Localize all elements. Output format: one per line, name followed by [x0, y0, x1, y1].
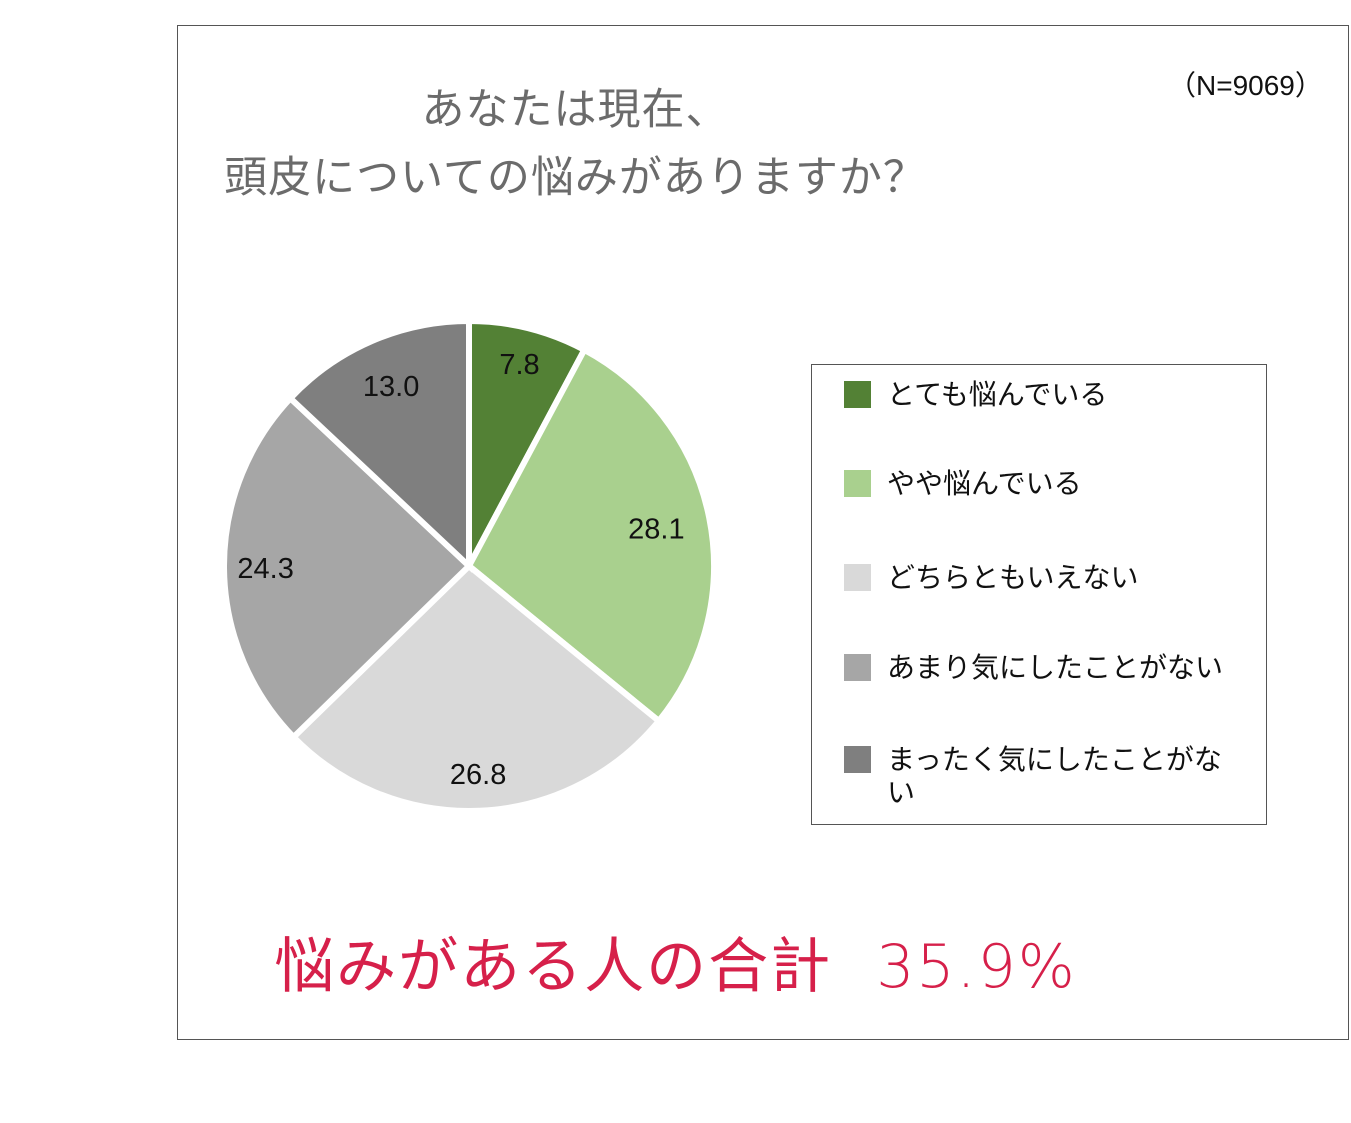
legend-label-5: まったく気にしたことがない	[887, 743, 1222, 809]
legend-swatch-1	[844, 381, 871, 408]
summary-total: 悩みがある人の合計 35.9%	[0, 918, 1351, 1005]
pie-slice-4	[221, 394, 474, 742]
legend-item-2: やや悩んでいる	[844, 467, 1257, 500]
legend-label-2: やや悩んでいる	[887, 467, 1082, 500]
legend-swatch-2	[844, 470, 871, 497]
pie-value-label-1: 7.8	[499, 349, 539, 381]
legend-swatch-4	[844, 654, 871, 681]
summary-value: 35.9%	[876, 932, 1077, 1002]
legend-item-3: どちらともいえない	[844, 561, 1257, 594]
legend-item-4: あまり気にしたことがない	[844, 651, 1257, 684]
chart-frame	[177, 25, 1349, 1040]
pie-value-label-4: 24.3	[237, 553, 293, 585]
legend-label-3: どちらともいえない	[887, 561, 1139, 594]
sample-size-label: （N=9069）	[1168, 70, 1323, 101]
legend-item-5: まったく気にしたことがない	[844, 743, 1247, 809]
pie-slice-1	[466, 317, 589, 568]
legend-label-4: あまり気にしたことがない	[887, 651, 1224, 684]
pie-slice-2	[465, 345, 717, 726]
pie-slice-3	[289, 561, 663, 814]
pie-value-label-5: 13.0	[363, 371, 419, 403]
pie-value-label-3: 26.8	[450, 759, 506, 791]
chart-title-line-1: あなたは現在、	[421, 85, 730, 135]
summary-label: 悩みがある人の合計	[274, 932, 833, 1002]
pie-slice-5	[286, 317, 472, 573]
pie-value-label-2: 28.1	[628, 513, 684, 545]
legend-swatch-5	[844, 746, 871, 773]
legend-swatch-3	[844, 564, 871, 591]
legend: とても悩んでいる やや悩んでいる どちらともいえない あまり気にしたことがない …	[811, 364, 1267, 825]
chart-title-line-2: 頭皮についての悩みがありますか？	[224, 153, 927, 203]
legend-item-1: とても悩んでいる	[844, 378, 1257, 411]
legend-label-1: とても悩んでいる	[887, 378, 1108, 411]
